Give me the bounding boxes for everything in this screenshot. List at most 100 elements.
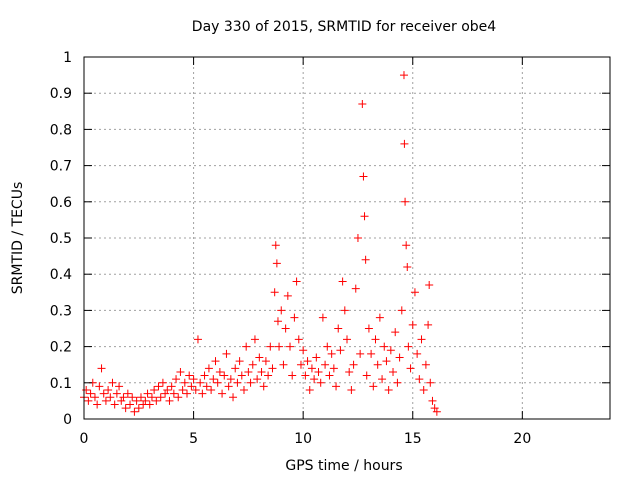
data-point (290, 313, 299, 322)
data-point (108, 378, 117, 387)
data-point (323, 342, 332, 351)
data-point (359, 172, 368, 181)
data-point (358, 100, 367, 109)
data-point (351, 284, 360, 293)
data-point (336, 346, 345, 355)
data-point (400, 139, 409, 148)
data-point (425, 281, 434, 290)
data-point (229, 393, 238, 402)
data-point (189, 375, 198, 384)
y-axis-label: SRMTID / TECUs (10, 182, 26, 295)
data-point (167, 382, 176, 391)
data-point (430, 404, 439, 413)
data-point (200, 371, 209, 380)
data-point (143, 389, 152, 398)
data-point (393, 378, 402, 387)
data-point (367, 349, 376, 358)
data-point (406, 364, 415, 373)
y-tick-label: 0.1 (50, 376, 72, 392)
data-point (312, 353, 321, 362)
grid-lines (84, 57, 610, 419)
data-point (220, 371, 229, 380)
data-point (345, 367, 354, 376)
data-point (183, 389, 192, 398)
data-point (145, 400, 154, 409)
data-point (110, 400, 119, 409)
data-point (95, 382, 104, 391)
data-point (121, 404, 130, 413)
data-point (349, 360, 358, 369)
plot-frame (83, 56, 611, 420)
data-point (150, 386, 159, 395)
data-point (361, 255, 370, 264)
data-point (119, 393, 128, 402)
data-point (378, 375, 387, 384)
data-point (106, 393, 115, 402)
data-point (362, 371, 371, 380)
data-point (288, 371, 297, 380)
data-point (158, 378, 167, 387)
data-point (356, 349, 365, 358)
data-point (112, 389, 121, 398)
data-point (187, 382, 196, 391)
data-point (415, 375, 424, 384)
data-point (180, 378, 189, 387)
data-point (204, 364, 213, 373)
y-tick-label: 0.2 (50, 340, 72, 356)
data-point (277, 306, 286, 315)
data-point (115, 382, 124, 391)
data-point (178, 386, 187, 395)
data-point (163, 386, 172, 395)
data-point (134, 404, 143, 413)
data-point (281, 324, 290, 333)
data-point (301, 371, 310, 380)
data-point (202, 382, 211, 391)
data-point (257, 367, 266, 376)
data-point (259, 382, 268, 391)
y-tick-label: 0.9 (50, 86, 72, 102)
data-point (268, 364, 277, 373)
data-point (213, 378, 222, 387)
data-point (156, 393, 165, 402)
data-point (321, 360, 330, 369)
data-point (198, 389, 207, 398)
data-point (253, 375, 262, 384)
data-point (424, 320, 433, 329)
data-point (136, 393, 145, 402)
data-point (174, 393, 183, 402)
data-point (286, 342, 295, 351)
data-point (275, 342, 284, 351)
data-point (389, 367, 398, 376)
data-point (261, 357, 270, 366)
data-point (338, 277, 347, 286)
data-point (419, 386, 428, 395)
data-point (117, 396, 126, 405)
data-point (401, 197, 410, 206)
data-point (318, 313, 327, 322)
data-point (334, 324, 343, 333)
data-point (90, 393, 99, 402)
data-point (371, 335, 380, 344)
data-point (235, 357, 244, 366)
y-tick-label: 0.5 (50, 231, 72, 247)
data-point (272, 259, 281, 268)
data-point (347, 386, 356, 395)
data-point (369, 382, 378, 391)
data-point (154, 382, 163, 391)
data-point (169, 389, 178, 398)
data-point (270, 288, 279, 297)
data-point (273, 317, 282, 326)
data-point (104, 386, 113, 395)
data-point (86, 389, 95, 398)
data-point (404, 342, 413, 351)
data-point (417, 335, 426, 344)
data-point (215, 367, 224, 376)
data-point (264, 371, 273, 380)
data-point (231, 364, 240, 373)
data-point (141, 396, 150, 405)
data-point (250, 335, 259, 344)
data-point (93, 400, 102, 409)
data-point (410, 288, 419, 297)
data-point (226, 375, 235, 384)
data-point (279, 360, 288, 369)
